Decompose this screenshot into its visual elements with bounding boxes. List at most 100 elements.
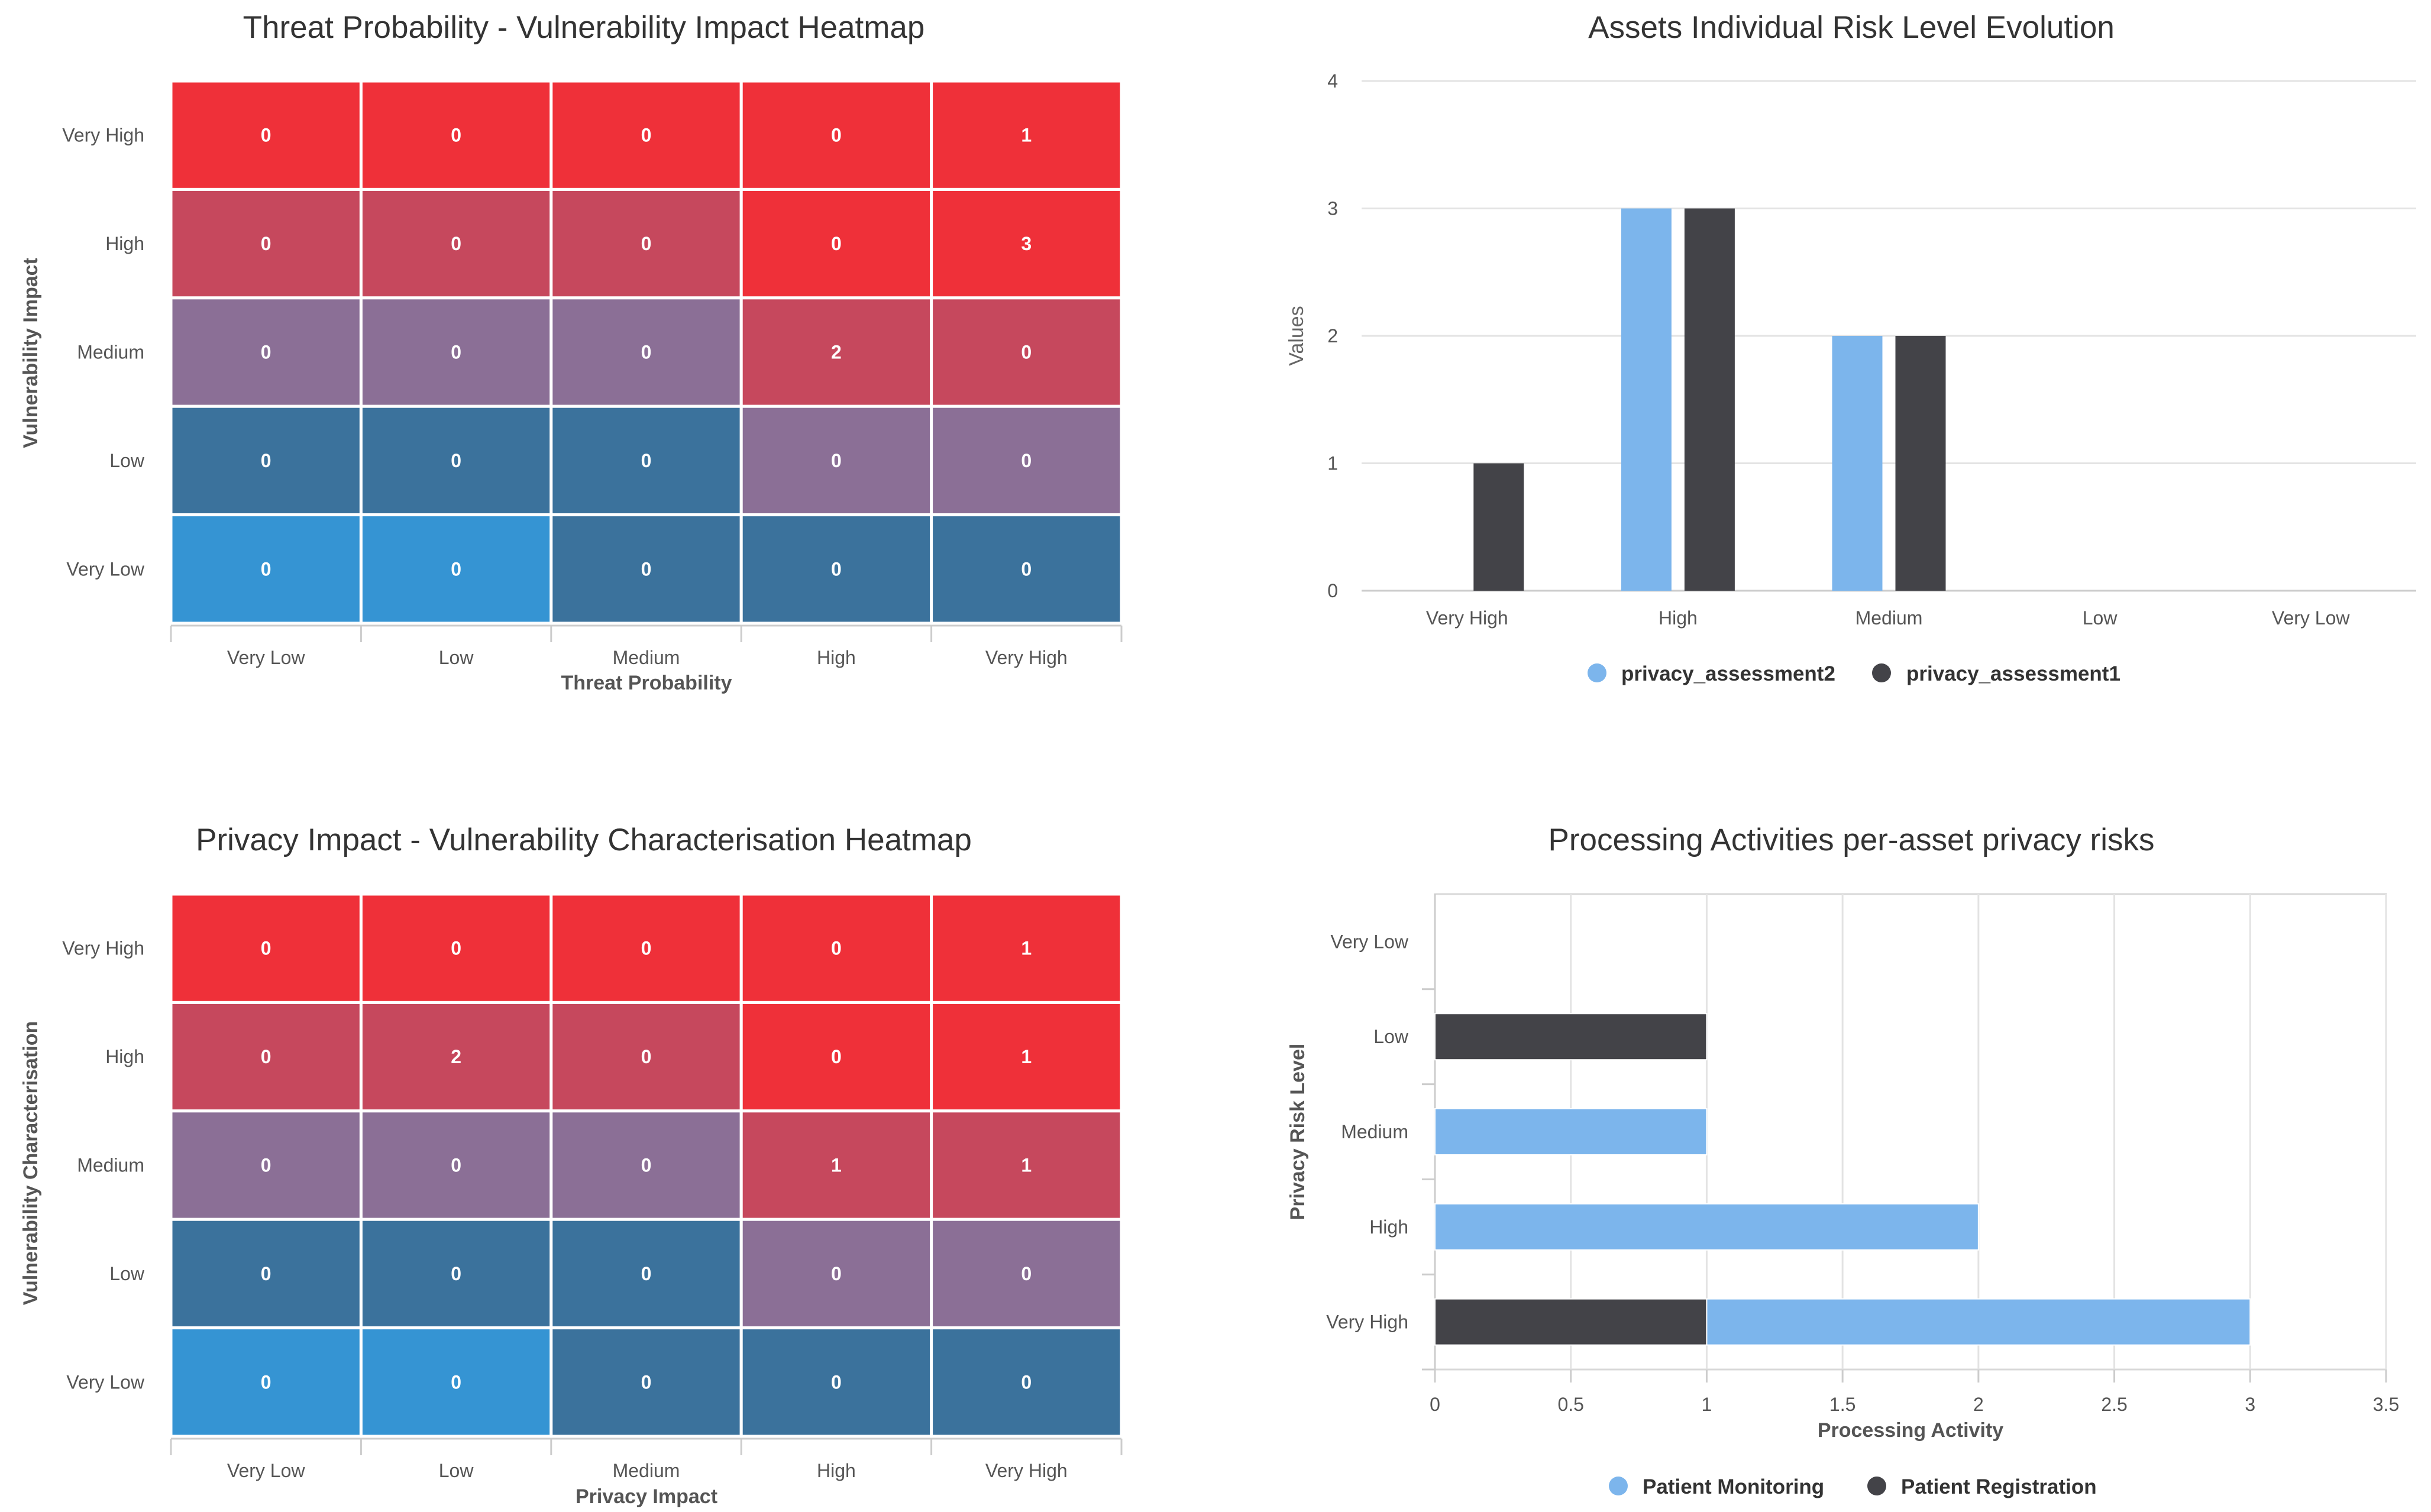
heatmap-cell-low-low[interactable] <box>359 1218 553 1330</box>
heatmap-cell-high-very-high[interactable] <box>930 1001 1123 1113</box>
legend-label-patient-registration[interactable]: Patient Registration <box>1901 1475 2097 1498</box>
heatmap-cell-medium-very-low[interactable] <box>169 1109 363 1221</box>
heatmap-cell-value: 0 <box>831 938 842 959</box>
y-tick-label: Medium <box>1341 1121 1408 1142</box>
heatmap-cell-value: 0 <box>451 558 461 579</box>
heatmap-cell-high-very-high[interactable] <box>930 187 1123 300</box>
bar-patient-registration-very-high[interactable] <box>1434 1298 1708 1346</box>
y-axis-title: Vulnerability Characterisation <box>20 1021 42 1306</box>
bar-privacy-assessment1-very-high[interactable] <box>1473 463 1524 591</box>
x-axis-title: Privacy Impact <box>576 1485 717 1508</box>
heatmap-cell-low-very-high[interactable] <box>930 404 1123 517</box>
x-axis-title: Threat Probability <box>561 672 732 694</box>
heatmap-cell-value: 0 <box>261 342 271 363</box>
heatmap-cell-low-low[interactable] <box>359 404 553 517</box>
bar-patient-monitoring-medium[interactable] <box>1434 1108 1708 1155</box>
y-tick-label: Medium <box>77 342 144 363</box>
heatmap-cell-medium-high[interactable] <box>739 296 933 408</box>
heatmap-cell-very-low-very-high[interactable] <box>930 513 1123 625</box>
legend-label-privacy-assessment1[interactable]: privacy_assessment1 <box>1906 662 2120 685</box>
legend-label-patient-monitoring[interactable]: Patient Monitoring <box>1643 1475 1824 1498</box>
heatmap-cell-low-very-low[interactable] <box>169 1218 363 1330</box>
x-tick-label: 1 <box>1702 1394 1712 1415</box>
heatmap-cell-very-low-very-high[interactable] <box>930 1326 1123 1438</box>
processing-activities-chart: Processing Activities per-asset privacy … <box>1286 823 2399 1498</box>
heatmap-cell-high-medium[interactable] <box>549 1001 743 1113</box>
heatmap-cell-value: 0 <box>641 938 652 959</box>
heatmap-cell-very-high-low[interactable] <box>359 79 553 191</box>
heatmap-cell-very-low-low[interactable] <box>359 513 553 625</box>
heatmap-cell-very-low-medium[interactable] <box>549 1326 743 1438</box>
heatmap-cell-value: 2 <box>451 1046 461 1067</box>
x-tick-label: 0.5 <box>1557 1394 1583 1415</box>
heatmap-cell-value: 0 <box>831 1371 842 1393</box>
bar-privacy-assessment2-medium[interactable] <box>1832 336 1883 591</box>
y-tick-label: 3 <box>1327 198 1338 219</box>
heatmap-cell-value: 0 <box>261 450 271 471</box>
heatmap-cell-medium-medium[interactable] <box>549 1109 743 1221</box>
x-tick-label: High <box>817 1460 856 1481</box>
heatmap-cell-high-medium[interactable] <box>549 187 743 300</box>
x-tick-label: 1.5 <box>1829 1394 1855 1415</box>
bar-privacy-assessment2-high[interactable] <box>1621 208 1672 591</box>
x-tick-label: Very Low <box>227 647 306 668</box>
bar-patient-monitoring-high[interactable] <box>1434 1203 1979 1251</box>
heatmap-cell-low-high[interactable] <box>739 404 933 517</box>
assets-risk-evolution-chart: Assets Individual Risk Level Evolution 0… <box>1285 10 2416 685</box>
heatmap-cell-very-low-very-low[interactable] <box>169 1326 363 1438</box>
heatmap-cell-low-medium[interactable] <box>549 404 743 517</box>
x-tick-label: 2.5 <box>2101 1394 2127 1415</box>
bar-patient-registration-low[interactable] <box>1434 1013 1708 1061</box>
bar-privacy-assessment1-medium[interactable] <box>1895 336 1946 591</box>
legend-marker-patient-registration[interactable] <box>1867 1477 1886 1495</box>
legend-marker-privacy-assessment2[interactable] <box>1588 663 1606 682</box>
y-axis-title: Vulnerability Impact <box>20 258 42 448</box>
heatmap-cell-high-very-low[interactable] <box>169 187 363 300</box>
heatmap-cell-value: 0 <box>261 938 271 959</box>
heatmap-cell-value: 0 <box>261 558 271 579</box>
heatmap-cell-very-high-very-low[interactable] <box>169 892 363 1004</box>
heatmap-cell-value: 0 <box>1021 1263 1032 1284</box>
x-tick-label: Low <box>439 647 474 668</box>
heatmap-cell-very-low-very-low[interactable] <box>169 513 363 625</box>
heatmap-cell-very-high-medium[interactable] <box>549 79 743 191</box>
legend-marker-patient-monitoring[interactable] <box>1609 1477 1628 1495</box>
heatmap-cell-low-very-high[interactable] <box>930 1218 1123 1330</box>
y-tick-label: Low <box>109 450 145 471</box>
heatmap-cell-high-low[interactable] <box>359 1001 553 1113</box>
x-tick-label: Low <box>439 1460 474 1481</box>
heatmap-cell-medium-low[interactable] <box>359 296 553 408</box>
y-tick-label: Very Low <box>1330 931 1409 952</box>
x-tick-label: Medium <box>1855 607 1923 629</box>
heatmap-cell-value: 0 <box>451 1371 461 1393</box>
legend-marker-privacy-assessment1[interactable] <box>1872 663 1891 682</box>
x-tick-label: Very Low <box>227 1460 306 1481</box>
heatmap-cell-very-high-very-low[interactable] <box>169 79 363 191</box>
heatmap-cell-value: 0 <box>451 1155 461 1176</box>
heatmap-cell-value: 0 <box>641 558 652 579</box>
heatmap-cell-very-high-low[interactable] <box>359 892 553 1004</box>
x-tick-label: Medium <box>613 647 680 668</box>
y-tick-label: High <box>1369 1216 1408 1238</box>
y-axis-title: Values <box>1285 306 1308 365</box>
heatmap-cell-value: 3 <box>1021 233 1032 254</box>
heatmap-cell-value: 0 <box>641 1155 652 1176</box>
x-tick-label: High <box>817 647 856 668</box>
heatmap-cell-value: 0 <box>261 1263 271 1284</box>
heatmap-cell-medium-very-high[interactable] <box>930 1109 1123 1221</box>
heatmap-cell-value: 0 <box>1021 1371 1032 1393</box>
heatmap-cell-value: 0 <box>831 450 842 471</box>
heatmap-cell-very-low-medium[interactable] <box>549 513 743 625</box>
y-tick-label: 2 <box>1327 325 1338 347</box>
x-tick-label: 2 <box>1973 1394 1984 1415</box>
heatmap-cell-value: 1 <box>1021 1155 1032 1176</box>
bar-privacy-assessment1-high[interactable] <box>1684 208 1735 591</box>
legend-label-privacy-assessment2[interactable]: privacy_assessment2 <box>1621 662 1835 685</box>
heatmap-cell-value: 0 <box>641 450 652 471</box>
threat-vulnerability-heatmap: Threat Probability - Vulnerability Impac… <box>20 10 1123 694</box>
heatmap-cell-value: 0 <box>261 233 271 254</box>
heatmap-cell-low-very-low[interactable] <box>169 404 363 517</box>
heatmap-cell-medium-low[interactable] <box>359 1109 553 1221</box>
bar-patient-monitoring-very-high[interactable] <box>1706 1298 2251 1346</box>
